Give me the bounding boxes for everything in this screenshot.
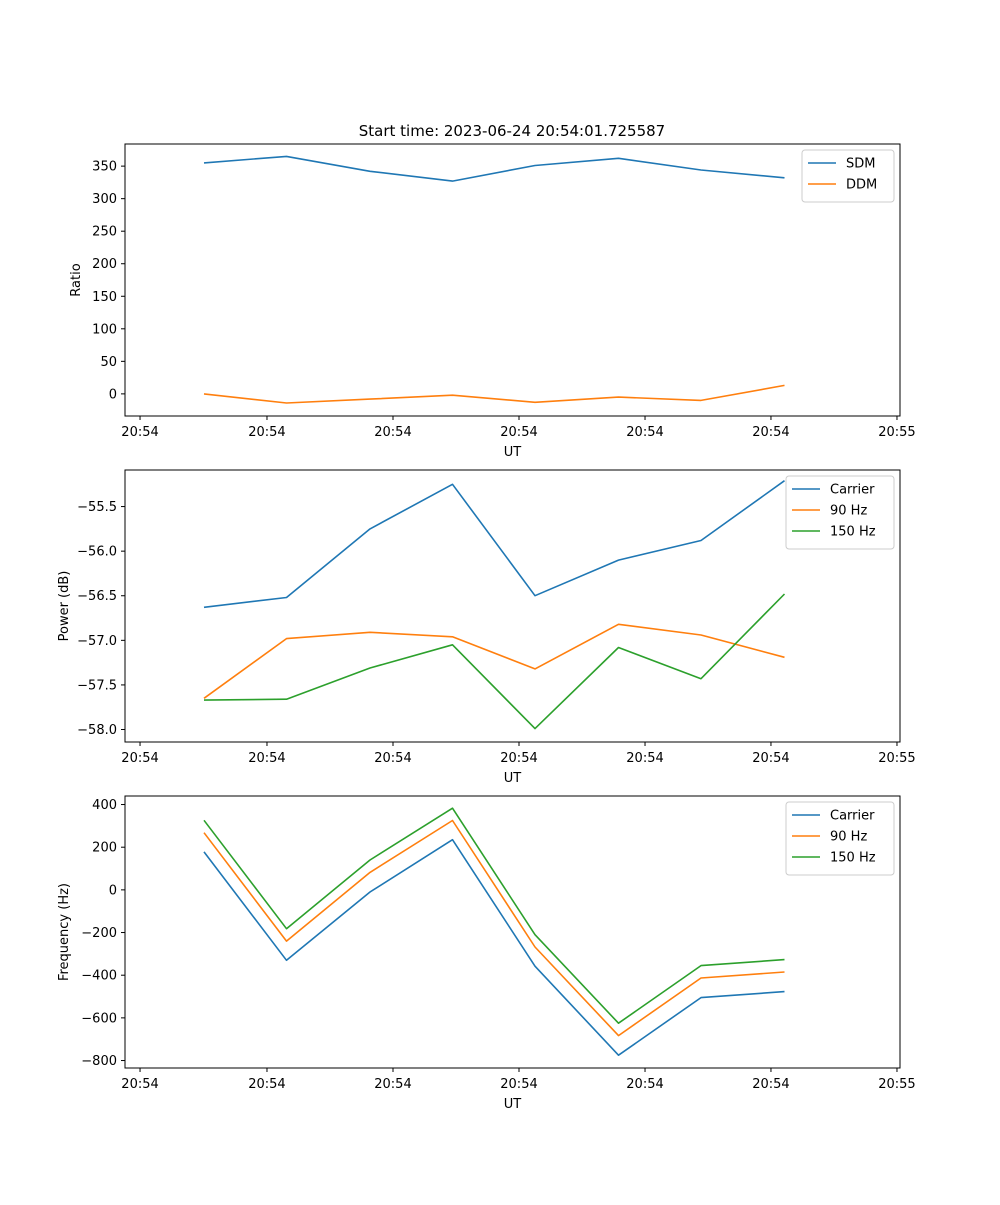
x-tick-label: 20:55 [878, 425, 915, 440]
legend-label: Carrier [830, 809, 875, 824]
x-tick-label: 20:54 [500, 1077, 537, 1092]
x-tick-label: 20:54 [248, 1077, 285, 1092]
y-tick-label: 0 [109, 387, 117, 402]
y-tick-label: 200 [92, 257, 117, 272]
y-tick-label: −56.0 [77, 545, 117, 560]
y-tick-label: 150 [92, 290, 117, 305]
x-tick-label: 20:54 [248, 425, 285, 440]
series-line-carrier [203, 838, 785, 1056]
series-line-carrier [203, 480, 785, 609]
legend-label: 90 Hz [830, 830, 867, 845]
y-tick-label: −55.5 [77, 500, 117, 515]
chart-panel-3: −800 −600 −400 −200 0 200 400 20:54 20:54 20:54 20… [57, 795, 916, 1112]
figure-title: Start time: 2023-06-24 20:54:01.725587 [359, 122, 665, 140]
y-tick-label: −600 [81, 1011, 117, 1026]
legend-label: 90 Hz [830, 504, 867, 519]
y-axis-label: Power (dB) [57, 571, 72, 642]
y-tick-label: −58.0 [77, 723, 117, 738]
series-line-ddm [203, 384, 785, 404]
y-axis-label: Frequency (Hz) [57, 883, 72, 981]
y-tick-label: 200 [92, 841, 117, 856]
x-tick-label: 20:54 [500, 751, 537, 766]
y-tick-label: 350 [92, 160, 117, 175]
x-tick-label: 20:55 [878, 751, 915, 766]
series-line-sdm [203, 155, 785, 182]
y-tick-label: −57.0 [77, 634, 117, 649]
x-axis-label: UT [504, 771, 522, 786]
y-tick-label: −800 [81, 1054, 117, 1069]
x-tick-label: 20:54 [121, 751, 158, 766]
x-tick-label: 20:54 [121, 1077, 158, 1092]
series-line-90-hz [203, 623, 785, 699]
y-tick-label: −400 [81, 969, 117, 984]
series-line-150-hz [203, 593, 786, 730]
legend-label: SDM [846, 157, 875, 172]
y-tick-label: 50 [100, 355, 117, 370]
y-tick-label: −57.5 [77, 678, 117, 693]
y-tick-label: 0 [109, 883, 117, 898]
x-tick-label: 20:54 [374, 425, 411, 440]
x-tick-label: 20:54 [752, 751, 789, 766]
legend-label: DDM [846, 178, 877, 193]
x-tick-label: 20:54 [374, 751, 411, 766]
x-tick-label: 20:54 [626, 425, 663, 440]
legend: Carrier 90 Hz 150 Hz [785, 801, 895, 876]
x-tick-label: 20:54 [121, 425, 158, 440]
series-line-150-hz [203, 807, 785, 1025]
chart-panel-1: 0 50 100 150 200 250 300 350 20:54 20:54 20:54 20:5… [69, 143, 916, 460]
y-tick-label: 300 [92, 192, 117, 207]
x-axis-label: UT [504, 445, 522, 460]
x-tick-label: 20:54 [626, 751, 663, 766]
y-axis-label: Ratio [69, 263, 84, 296]
x-tick-label: 20:54 [248, 751, 285, 766]
y-tick-label: −200 [81, 926, 117, 941]
legend-label: Carrier [830, 483, 875, 498]
legend: Carrier 90 Hz 150 Hz [785, 475, 895, 550]
x-tick-label: 20:54 [626, 1077, 663, 1092]
x-tick-label: 20:54 [752, 1077, 789, 1092]
x-tick-label: 20:54 [752, 425, 789, 440]
y-tick-label: 100 [92, 322, 117, 337]
y-tick-label: −56.5 [77, 589, 117, 604]
y-tick-label: 250 [92, 225, 117, 240]
chart-panel-2: −58.0 −57.5 −57.0 −56.5 −56.0 −55.5 20:54 20:54… [57, 469, 916, 786]
axes-frame [124, 469, 901, 743]
axes-frame [124, 795, 901, 1069]
x-tick-label: 20:54 [500, 425, 537, 440]
x-axis-label: UT [504, 1097, 522, 1112]
legend-label: 150 Hz [830, 851, 876, 866]
x-tick-label: 20:54 [374, 1077, 411, 1092]
x-tick-label: 20:55 [878, 1077, 915, 1092]
y-tick-label: 400 [92, 798, 117, 813]
axes-frame [124, 143, 901, 417]
legend: SDM DDM [801, 149, 895, 203]
series-line-90-hz [203, 819, 785, 1037]
legend-label: 150 Hz [830, 525, 876, 540]
